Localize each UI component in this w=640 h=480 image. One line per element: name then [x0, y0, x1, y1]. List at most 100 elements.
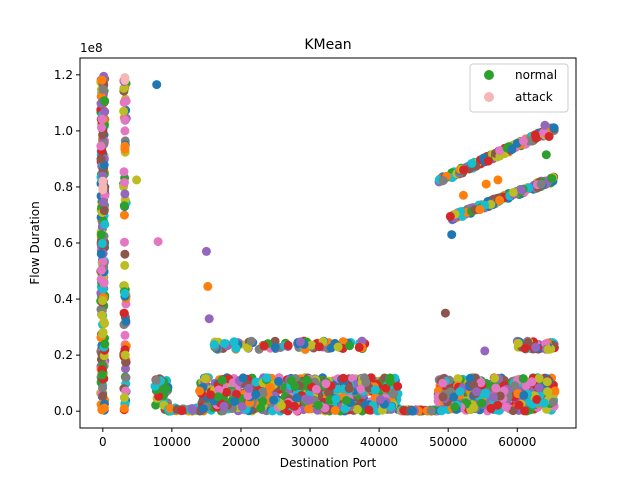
data-point [326, 343, 336, 353]
data-point [198, 404, 208, 414]
data-point [119, 393, 129, 403]
data-point [458, 190, 468, 200]
data-point [352, 404, 362, 414]
data-point [333, 342, 343, 352]
data-point [453, 374, 463, 384]
data-point [204, 314, 214, 324]
data-point [206, 390, 215, 400]
data-point [518, 136, 528, 146]
data-point [243, 391, 253, 401]
data-point [265, 382, 275, 392]
data-point [290, 401, 299, 411]
data-point [467, 158, 477, 168]
data-point [100, 96, 110, 106]
data-point [304, 395, 314, 405]
data-point [220, 339, 229, 348]
data-point [480, 388, 490, 398]
data-point [307, 340, 316, 350]
data-point [259, 341, 269, 351]
data-point [100, 339, 110, 349]
data-point [132, 175, 142, 185]
data-point [520, 406, 530, 416]
data-point [97, 123, 106, 133]
data-point [495, 146, 505, 156]
data-point [96, 154, 106, 164]
data-point [426, 406, 436, 416]
x-tick-label: 10000 [153, 435, 191, 449]
data-point [244, 383, 254, 393]
x-tick-label: 40000 [360, 435, 398, 449]
data-point [120, 144, 130, 154]
data-point [548, 397, 558, 407]
data-point [222, 387, 231, 397]
data-point [97, 370, 107, 380]
data-point [152, 80, 162, 90]
data-point [121, 357, 131, 367]
data-point [534, 383, 544, 393]
data-point [491, 383, 501, 393]
data-point [97, 114, 107, 124]
data-point [493, 400, 503, 410]
data-point [119, 97, 129, 107]
data-point [330, 405, 340, 415]
data-point [98, 130, 108, 140]
data-point [495, 195, 505, 205]
data-point [120, 73, 130, 83]
legend-label-attack: attack [515, 90, 553, 104]
data-point [214, 385, 224, 395]
data-point [532, 395, 542, 404]
data-point [549, 123, 559, 133]
data-point [520, 343, 530, 353]
data-point [527, 377, 537, 387]
data-point [501, 402, 511, 412]
data-point [120, 289, 130, 298]
data-point [120, 260, 130, 270]
data-point [381, 383, 391, 393]
data-point [120, 189, 130, 199]
data-point [313, 400, 323, 410]
data-point [96, 141, 106, 151]
data-point [119, 106, 129, 116]
points-layer [96, 71, 560, 416]
data-point [219, 401, 229, 411]
data-point [229, 337, 239, 347]
data-point [96, 265, 106, 275]
data-point [201, 246, 211, 256]
data-point [437, 406, 446, 416]
data-point [340, 404, 350, 414]
data-point [119, 210, 129, 220]
data-point [238, 373, 248, 383]
data-point [472, 387, 482, 397]
data-point [295, 337, 305, 347]
data-point [119, 404, 129, 413]
data-point [187, 404, 197, 414]
data-point [438, 392, 448, 402]
data-point [543, 344, 553, 354]
data-point [119, 281, 129, 291]
data-point [531, 133, 541, 143]
data-point [151, 400, 161, 410]
data-point [311, 384, 321, 394]
data-point [508, 187, 518, 197]
data-point [96, 274, 106, 284]
data-point [256, 403, 266, 413]
data-point [237, 401, 247, 411]
data-point [120, 249, 130, 259]
x-axis-ticks: 0 10000 20000 30000 40000 50000 60000 [99, 428, 536, 449]
data-point [314, 342, 324, 352]
data-point [98, 84, 108, 94]
x-tick-label: 50000 [429, 435, 467, 449]
data-point [120, 330, 130, 340]
data-point [200, 374, 210, 384]
data-point [121, 316, 131, 326]
data-point [534, 373, 544, 383]
data-point [385, 377, 395, 387]
data-point [476, 378, 486, 388]
data-point [438, 176, 448, 186]
y-tick-label: 0.2 [54, 348, 73, 362]
data-point [539, 398, 549, 408]
data-point [98, 296, 108, 306]
data-point [217, 375, 227, 385]
data-point [465, 373, 475, 383]
